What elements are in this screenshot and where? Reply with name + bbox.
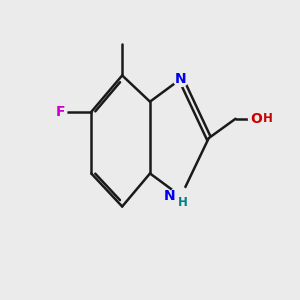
Circle shape <box>54 105 67 119</box>
Text: N: N <box>164 189 176 203</box>
Text: H: H <box>262 112 272 125</box>
Text: H: H <box>178 196 187 209</box>
Text: O: O <box>250 112 262 126</box>
Text: F: F <box>56 105 65 119</box>
Text: N: N <box>175 72 187 86</box>
Circle shape <box>170 187 189 206</box>
Circle shape <box>173 71 189 86</box>
Circle shape <box>248 111 264 126</box>
